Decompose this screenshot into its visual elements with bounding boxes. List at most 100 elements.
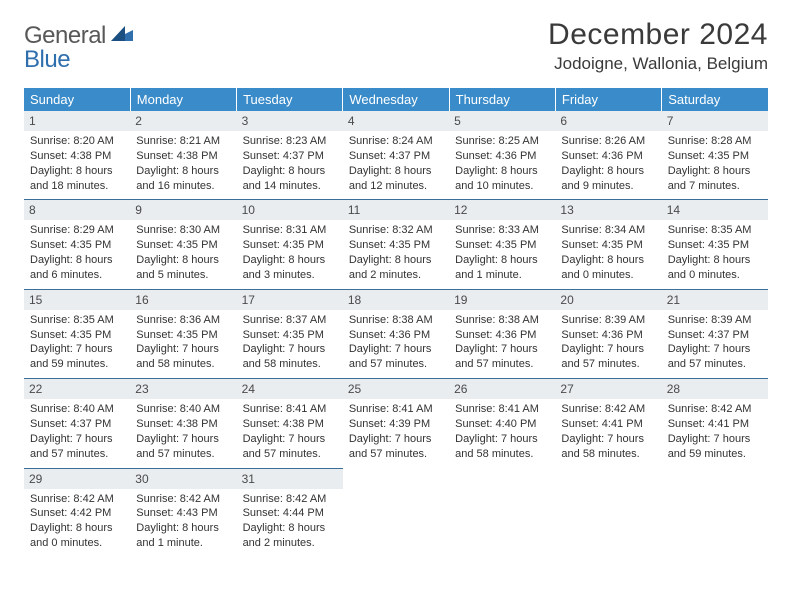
sunset-text: Sunset: 4:35 PM: [561, 238, 655, 253]
sunset-text: Sunset: 4:41 PM: [668, 417, 762, 432]
calendar-day-cell: 14Sunrise: 8:35 AMSunset: 4:35 PMDayligh…: [662, 199, 768, 288]
daylight-text: and 57 minutes.: [136, 447, 230, 462]
daylight-text: Daylight: 8 hours: [561, 253, 655, 268]
day-number: 28: [662, 378, 768, 399]
sunrise-text: Sunrise: 8:42 AM: [561, 402, 655, 417]
daylight-text: and 57 minutes.: [561, 357, 655, 372]
calendar-week-row: 1Sunrise: 8:20 AMSunset: 4:38 PMDaylight…: [24, 111, 768, 199]
calendar-day-cell: 12Sunrise: 8:33 AMSunset: 4:35 PMDayligh…: [449, 199, 555, 288]
day-number: 14: [662, 199, 768, 220]
daylight-text: Daylight: 8 hours: [30, 164, 124, 179]
sunset-text: Sunset: 4:37 PM: [668, 328, 762, 343]
day-number: 9: [130, 199, 236, 220]
sunrise-text: Sunrise: 8:29 AM: [30, 223, 124, 238]
daylight-text: and 2 minutes.: [243, 536, 337, 551]
daylight-text: Daylight: 8 hours: [349, 164, 443, 179]
daylight-text: and 0 minutes.: [30, 536, 124, 551]
calendar-day-cell: 28Sunrise: 8:42 AMSunset: 4:41 PMDayligh…: [662, 378, 768, 467]
sunrise-text: Sunrise: 8:30 AM: [136, 223, 230, 238]
calendar-day-cell: 18Sunrise: 8:38 AMSunset: 4:36 PMDayligh…: [343, 289, 449, 378]
sunset-text: Sunset: 4:35 PM: [349, 238, 443, 253]
day-number: 10: [237, 199, 343, 220]
sunset-text: Sunset: 4:43 PM: [136, 506, 230, 521]
daylight-text: Daylight: 8 hours: [561, 164, 655, 179]
day-number: 1: [24, 111, 130, 131]
day-number: 19: [449, 289, 555, 310]
daylight-text: and 14 minutes.: [243, 179, 337, 194]
sunrise-text: Sunrise: 8:33 AM: [455, 223, 549, 238]
calendar-week-row: 29Sunrise: 8:42 AMSunset: 4:42 PMDayligh…: [24, 468, 768, 557]
weekday-header: Friday: [555, 88, 661, 111]
sunset-text: Sunset: 4:35 PM: [668, 238, 762, 253]
sunset-text: Sunset: 4:36 PM: [561, 328, 655, 343]
calendar-day-cell: 15Sunrise: 8:35 AMSunset: 4:35 PMDayligh…: [24, 289, 130, 378]
calendar-day-cell: 5Sunrise: 8:25 AMSunset: 4:36 PMDaylight…: [449, 111, 555, 199]
weekday-header: Saturday: [662, 88, 768, 111]
calendar-day-cell: 25Sunrise: 8:41 AMSunset: 4:39 PMDayligh…: [343, 378, 449, 467]
calendar-day-cell: 1Sunrise: 8:20 AMSunset: 4:38 PMDaylight…: [24, 111, 130, 199]
daylight-text: Daylight: 8 hours: [30, 521, 124, 536]
daylight-text: and 18 minutes.: [30, 179, 124, 194]
calendar-day-cell: 6Sunrise: 8:26 AMSunset: 4:36 PMDaylight…: [555, 111, 661, 199]
sunset-text: Sunset: 4:35 PM: [30, 328, 124, 343]
day-number: 2: [130, 111, 236, 131]
sunset-text: Sunset: 4:36 PM: [349, 328, 443, 343]
daylight-text: Daylight: 7 hours: [136, 432, 230, 447]
daylight-text: and 1 minute.: [455, 268, 549, 283]
daylight-text: Daylight: 8 hours: [136, 521, 230, 536]
calendar-day-cell: 17Sunrise: 8:37 AMSunset: 4:35 PMDayligh…: [237, 289, 343, 378]
sunset-text: Sunset: 4:38 PM: [243, 417, 337, 432]
calendar-day-cell: 20Sunrise: 8:39 AMSunset: 4:36 PMDayligh…: [555, 289, 661, 378]
calendar-week-row: 15Sunrise: 8:35 AMSunset: 4:35 PMDayligh…: [24, 289, 768, 378]
calendar-day-cell: 7Sunrise: 8:28 AMSunset: 4:35 PMDaylight…: [662, 111, 768, 199]
daylight-text: and 59 minutes.: [30, 357, 124, 372]
sunrise-text: Sunrise: 8:40 AM: [30, 402, 124, 417]
sunset-text: Sunset: 4:39 PM: [349, 417, 443, 432]
calendar-day-cell: 8Sunrise: 8:29 AMSunset: 4:35 PMDaylight…: [24, 199, 130, 288]
daylight-text: Daylight: 8 hours: [668, 164, 762, 179]
daylight-text: Daylight: 8 hours: [455, 253, 549, 268]
day-number: 27: [555, 378, 661, 399]
daylight-text: and 5 minutes.: [136, 268, 230, 283]
day-number: 16: [130, 289, 236, 310]
sunset-text: Sunset: 4:36 PM: [455, 328, 549, 343]
calendar-day-cell: 22Sunrise: 8:40 AMSunset: 4:37 PMDayligh…: [24, 378, 130, 467]
logo-mark-icon: [111, 25, 133, 48]
sunrise-text: Sunrise: 8:35 AM: [30, 313, 124, 328]
calendar-day-cell: 4Sunrise: 8:24 AMSunset: 4:37 PMDaylight…: [343, 111, 449, 199]
sunset-text: Sunset: 4:38 PM: [30, 149, 124, 164]
day-number: 18: [343, 289, 449, 310]
sunrise-text: Sunrise: 8:26 AM: [561, 134, 655, 149]
daylight-text: and 57 minutes.: [30, 447, 124, 462]
sunset-text: Sunset: 4:35 PM: [455, 238, 549, 253]
month-title: December 2024: [548, 18, 768, 52]
daylight-text: and 57 minutes.: [455, 357, 549, 372]
calendar-day-cell: 2Sunrise: 8:21 AMSunset: 4:38 PMDaylight…: [130, 111, 236, 199]
daylight-text: Daylight: 7 hours: [136, 342, 230, 357]
sunrise-text: Sunrise: 8:34 AM: [561, 223, 655, 238]
calendar-day-cell: 26Sunrise: 8:41 AMSunset: 4:40 PMDayligh…: [449, 378, 555, 467]
daylight-text: and 57 minutes.: [349, 447, 443, 462]
sunrise-text: Sunrise: 8:36 AM: [136, 313, 230, 328]
location: Jodoigne, Wallonia, Belgium: [548, 54, 768, 74]
day-number: 4: [343, 111, 449, 131]
sunset-text: Sunset: 4:35 PM: [668, 149, 762, 164]
sunset-text: Sunset: 4:36 PM: [561, 149, 655, 164]
sunset-text: Sunset: 4:35 PM: [243, 238, 337, 253]
daylight-text: Daylight: 8 hours: [349, 253, 443, 268]
weekday-header: Monday: [130, 88, 236, 111]
daylight-text: Daylight: 7 hours: [561, 432, 655, 447]
sunrise-text: Sunrise: 8:42 AM: [30, 492, 124, 507]
daylight-text: and 57 minutes.: [243, 447, 337, 462]
day-number: 5: [449, 111, 555, 131]
day-number: 30: [130, 468, 236, 489]
daylight-text: and 58 minutes.: [243, 357, 337, 372]
sunset-text: Sunset: 4:35 PM: [243, 328, 337, 343]
daylight-text: Daylight: 7 hours: [349, 342, 443, 357]
weekday-header-row: Sunday Monday Tuesday Wednesday Thursday…: [24, 88, 768, 111]
sunrise-text: Sunrise: 8:28 AM: [668, 134, 762, 149]
sunset-text: Sunset: 4:35 PM: [136, 328, 230, 343]
daylight-text: Daylight: 7 hours: [30, 342, 124, 357]
calendar-day-cell: 16 Sunrise: 8:36 AMSunset: 4:35 PMDayligh…: [130, 289, 236, 378]
day-number: 17: [237, 289, 343, 310]
